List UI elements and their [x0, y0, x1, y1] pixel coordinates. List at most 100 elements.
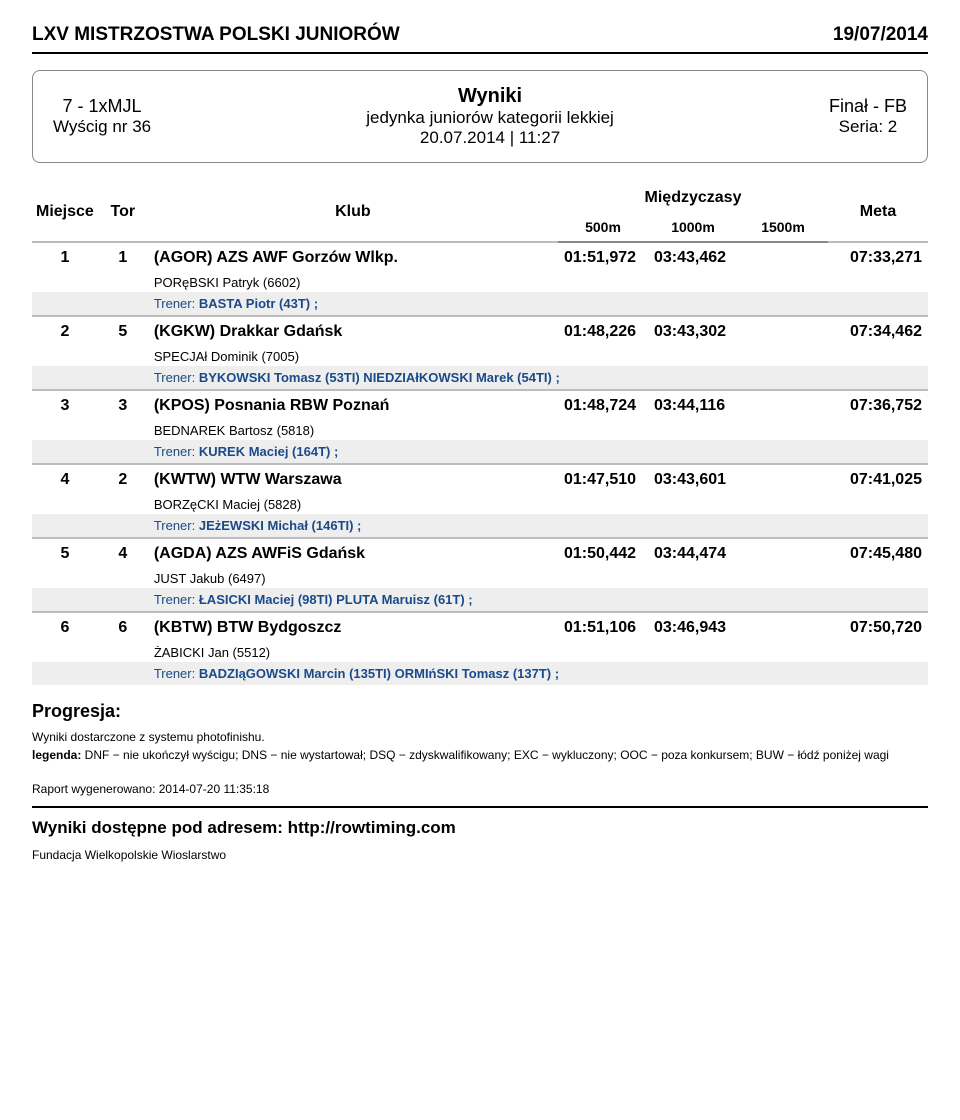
athlete-name: BEDNAREK Bartosz (5818)	[148, 421, 928, 440]
cell-meta: 07:33,271	[828, 242, 928, 273]
event-info-card: 7 - 1xMJL Wyścig nr 36 Wyniki jedynka ju…	[32, 70, 928, 163]
event-left: 7 - 1xMJL Wyścig nr 36	[53, 96, 151, 137]
cell-1500m	[738, 242, 828, 273]
trainer-label: Trener:	[154, 444, 195, 459]
cell-klub: (KWTW) WTW Warszawa	[148, 464, 558, 495]
cell-place: 6	[32, 612, 98, 643]
foundation-credit: Fundacja Wielkopolskie Wioslarstwo	[32, 848, 928, 862]
cell-tor: 5	[98, 316, 148, 347]
cell-place: 2	[32, 316, 98, 347]
cell-tor: 4	[98, 538, 148, 569]
col-miejsce: Miejsce	[32, 183, 98, 242]
legend-body: DNF − nie ukończył wyścigu; DNS − nie wy…	[81, 748, 889, 762]
cell-500m: 01:50,442	[558, 538, 648, 569]
cell-tor: 1	[98, 242, 148, 273]
trainer-cell: Trener: BYKOWSKI Tomasz (53TI) NIEDZIAłK…	[148, 366, 928, 390]
legend-note: legenda: DNF − nie ukończył wyścigu; DNS…	[32, 748, 928, 762]
trainer-label: Trener:	[154, 666, 195, 681]
trainer-name: JEżEWSKI Michał (146TI) ;	[199, 518, 362, 533]
cell-1500m	[738, 612, 828, 643]
trainer-cell: Trener: ŁASICKI Maciej (98TI) PLUTA Maru…	[148, 588, 928, 612]
cell-place: 5	[32, 538, 98, 569]
event-mid: Wyniki jedynka juniorów kategorii lekkie…	[366, 85, 614, 148]
table-row: 42(KWTW) WTW Warszawa01:47,51003:43,601 0…	[32, 464, 928, 495]
event-code: 7 - 1xMJL	[53, 96, 151, 117]
athlete-name: BORZęCKI Maciej (5828)	[148, 495, 928, 514]
event-right: Finał - FB Seria: 2	[829, 96, 907, 137]
trainer-cell: Trener: BADZIąGOWSKI Marcin (135TI) ORMI…	[148, 662, 928, 685]
trainer-name: BYKOWSKI Tomasz (53TI) NIEDZIAłKOWSKI Ma…	[199, 370, 560, 385]
cell-klub: (KGKW) Drakkar Gdańsk	[148, 316, 558, 347]
race-number: Wyścig nr 36	[53, 117, 151, 137]
footer-link: Wyniki dostępne pod adresem: http://rowt…	[32, 818, 928, 838]
trainer-label: Trener:	[154, 296, 195, 311]
cell-place: 3	[32, 390, 98, 421]
cell-place: 1	[32, 242, 98, 273]
athlete-name: ŻABICKI Jan (5512)	[148, 643, 928, 662]
cell-500m: 01:48,226	[558, 316, 648, 347]
cell-500m: 01:48,724	[558, 390, 648, 421]
table-body: 11(AGOR) AZS AWF Gorzów Wlkp.01:51,97203…	[32, 242, 928, 685]
cell-1500m	[738, 538, 828, 569]
cell-1000m: 03:44,474	[648, 538, 738, 569]
cell-1000m: 03:43,302	[648, 316, 738, 347]
col-1000m: 1000m	[648, 213, 738, 242]
cell-1000m: 03:43,601	[648, 464, 738, 495]
trainer-row: Trener: ŁASICKI Maciej (98TI) PLUTA Maru…	[32, 588, 928, 612]
trainer-row: Trener: BASTA Piotr (43T) ;	[32, 292, 928, 316]
cell-1500m	[738, 464, 828, 495]
trainer-name: KUREK Maciej (164T) ;	[199, 444, 338, 459]
trainer-name: BADZIąGOWSKI Marcin (135TI) ORMIńSKI Tom…	[199, 666, 559, 681]
athlete-row: ŻABICKI Jan (5512)	[32, 643, 928, 662]
trainer-row: Trener: KUREK Maciej (164T) ;	[32, 440, 928, 464]
trainer-row: Trener: JEżEWSKI Michał (146TI) ;	[32, 514, 928, 538]
page-title: LXV MISTRZOSTWA POLSKI JUNIORÓW	[32, 24, 400, 46]
athlete-row: SPECJAł Dominik (7005)	[32, 347, 928, 366]
athlete-name: JUST Jakub (6497)	[148, 569, 928, 588]
cell-tor: 3	[98, 390, 148, 421]
page-date: 19/07/2014	[833, 24, 928, 46]
cell-meta: 07:34,462	[828, 316, 928, 347]
trainer-row: Trener: BYKOWSKI Tomasz (53TI) NIEDZIAłK…	[32, 366, 928, 390]
col-miedzyczasy: Międzyczasy	[558, 183, 828, 213]
cell-1500m	[738, 390, 828, 421]
cell-1500m	[738, 316, 828, 347]
event-description: jedynka juniorów kategorii lekkiej	[366, 108, 614, 128]
cell-klub: (KBTW) BTW Bydgoszcz	[148, 612, 558, 643]
table-row: 33(KPOS) Posnania RBW Poznań01:48,72403:…	[32, 390, 928, 421]
trainer-cell: Trener: JEżEWSKI Michał (146TI) ;	[148, 514, 928, 538]
event-datetime: 20.07.2014 | 11:27	[366, 128, 614, 148]
cell-place: 4	[32, 464, 98, 495]
col-1500m: 1500m	[738, 213, 828, 242]
table-row: 54(AGDA) AZS AWFiS Gdańsk01:50,44203:44,…	[32, 538, 928, 569]
athlete-row: PORęBSKI Patryk (6602)	[32, 273, 928, 292]
cell-meta: 07:41,025	[828, 464, 928, 495]
cell-500m: 01:47,510	[558, 464, 648, 495]
trainer-cell: Trener: BASTA Piotr (43T) ;	[148, 292, 928, 316]
trainer-label: Trener:	[154, 370, 195, 385]
cell-tor: 6	[98, 612, 148, 643]
athlete-name: SPECJAł Dominik (7005)	[148, 347, 928, 366]
trainer-name: ŁASICKI Maciej (98TI) PLUTA Maruisz (61T…	[199, 592, 473, 607]
trainer-cell: Trener: KUREK Maciej (164T) ;	[148, 440, 928, 464]
col-500m: 500m	[558, 213, 648, 242]
cell-klub: (AGDA) AZS AWFiS Gdańsk	[148, 538, 558, 569]
photofinish-note: Wyniki dostarczone z systemu photofinish…	[32, 730, 928, 744]
cell-1000m: 03:46,943	[648, 612, 738, 643]
series-label: Seria: 2	[829, 117, 907, 137]
progresja-heading: Progresja:	[32, 701, 928, 722]
separator	[32, 806, 928, 808]
table-row: 25(KGKW) Drakkar Gdańsk01:48,22603:43,30…	[32, 316, 928, 347]
cell-meta: 07:45,480	[828, 538, 928, 569]
cell-tor: 2	[98, 464, 148, 495]
table-row: 11(AGOR) AZS AWF Gorzów Wlkp.01:51,97203…	[32, 242, 928, 273]
trainer-name: BASTA Piotr (43T) ;	[199, 296, 318, 311]
final-label: Finał - FB	[829, 96, 907, 117]
cell-500m: 01:51,972	[558, 242, 648, 273]
col-klub: Klub	[148, 183, 558, 242]
trainer-row: Trener: BADZIąGOWSKI Marcin (135TI) ORMI…	[32, 662, 928, 685]
athlete-row: JUST Jakub (6497)	[32, 569, 928, 588]
cell-klub: (KPOS) Posnania RBW Poznań	[148, 390, 558, 421]
results-table: Miejsce Tor Klub Międzyczasy Meta 500m 1…	[32, 183, 928, 685]
cell-1000m: 03:44,116	[648, 390, 738, 421]
